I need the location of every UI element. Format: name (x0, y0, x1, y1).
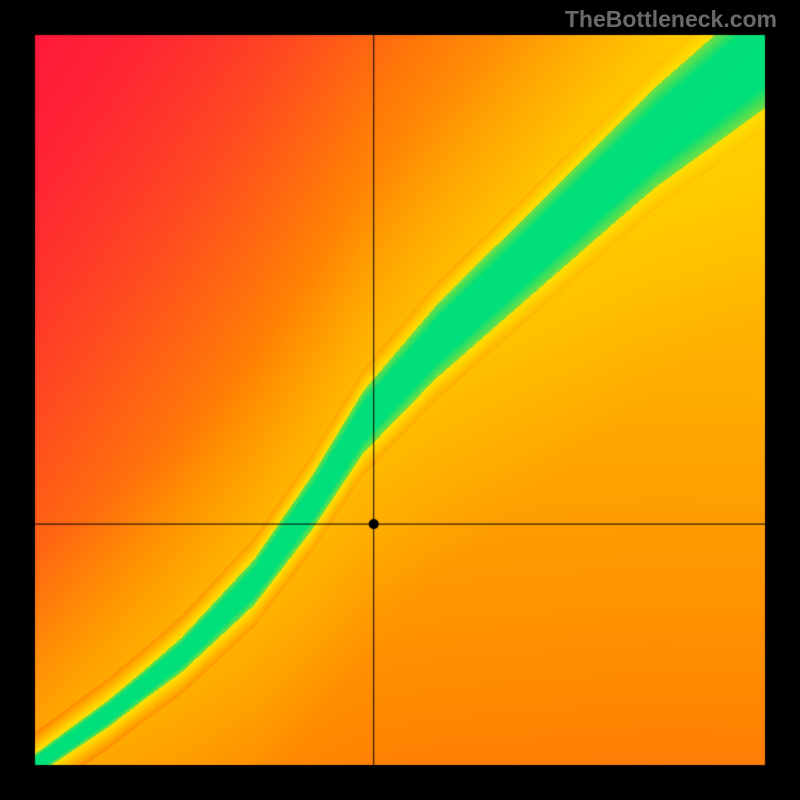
attribution-watermark: TheBottleneck.com (565, 6, 777, 33)
bottleneck-heatmap (0, 0, 800, 800)
